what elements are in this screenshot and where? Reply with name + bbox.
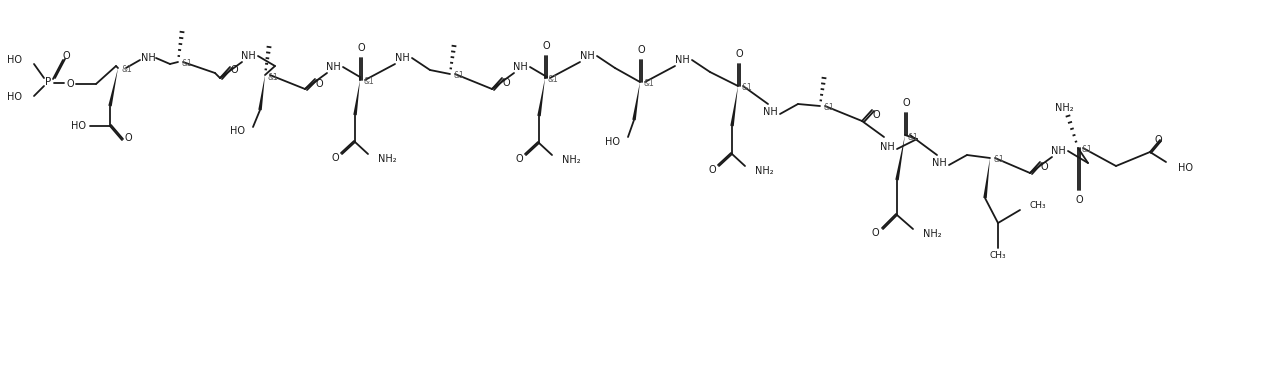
- Text: CH₃: CH₃: [1030, 202, 1047, 210]
- Polygon shape: [730, 86, 738, 126]
- Text: HO: HO: [230, 126, 245, 136]
- Text: &1: &1: [268, 72, 278, 82]
- Text: HO: HO: [606, 137, 620, 147]
- Text: NH: NH: [141, 53, 155, 63]
- Text: NH₂: NH₂: [562, 155, 581, 165]
- Text: O: O: [708, 165, 716, 175]
- Text: O: O: [331, 153, 339, 163]
- Text: NH: NH: [580, 51, 594, 61]
- Text: &1: &1: [643, 79, 654, 89]
- Text: NH₂: NH₂: [378, 154, 396, 164]
- Text: O: O: [871, 228, 879, 238]
- Polygon shape: [633, 82, 640, 120]
- Text: NH₂: NH₂: [922, 229, 942, 239]
- Text: O: O: [316, 79, 323, 89]
- Text: NH: NH: [880, 142, 894, 152]
- Text: O: O: [872, 110, 880, 120]
- Text: NH: NH: [675, 55, 689, 65]
- Text: &1: &1: [363, 78, 373, 86]
- Text: NH: NH: [395, 53, 409, 63]
- Text: O: O: [502, 78, 509, 88]
- Text: HO: HO: [6, 92, 22, 102]
- Text: &1: &1: [822, 104, 834, 112]
- Text: HO: HO: [71, 121, 86, 131]
- Text: HO: HO: [6, 55, 22, 65]
- Text: O: O: [1075, 195, 1083, 205]
- Text: NH: NH: [326, 62, 340, 72]
- Text: O: O: [902, 98, 910, 108]
- Text: NH₂: NH₂: [1055, 103, 1074, 113]
- Text: NH: NH: [931, 158, 947, 168]
- Text: &1: &1: [742, 83, 752, 93]
- Text: O: O: [230, 65, 237, 75]
- Text: O: O: [62, 51, 69, 61]
- Polygon shape: [896, 135, 905, 180]
- Text: O: O: [1155, 135, 1162, 145]
- Text: &1: &1: [908, 132, 919, 142]
- Text: &1: &1: [1082, 146, 1092, 154]
- Text: P: P: [45, 77, 51, 87]
- Text: O: O: [1041, 162, 1048, 172]
- Text: NH: NH: [1051, 146, 1065, 156]
- Text: HO: HO: [1178, 163, 1193, 173]
- Text: &1: &1: [453, 71, 463, 81]
- Text: NH: NH: [241, 51, 255, 61]
- Polygon shape: [258, 75, 266, 110]
- Text: &1: &1: [121, 66, 132, 75]
- Polygon shape: [983, 158, 990, 198]
- Text: O: O: [67, 79, 74, 89]
- Text: NH₂: NH₂: [754, 166, 774, 176]
- Polygon shape: [538, 78, 545, 116]
- Text: O: O: [735, 49, 743, 59]
- Text: O: O: [638, 45, 645, 55]
- Polygon shape: [108, 68, 118, 107]
- Text: O: O: [124, 133, 132, 143]
- Text: CH₃: CH₃: [989, 251, 1006, 261]
- Polygon shape: [353, 80, 361, 115]
- Text: O: O: [543, 41, 550, 51]
- Text: O: O: [357, 43, 364, 53]
- Text: &1: &1: [181, 60, 191, 68]
- Text: NH: NH: [513, 62, 527, 72]
- Text: NH: NH: [762, 107, 777, 117]
- Text: &1: &1: [548, 75, 559, 85]
- Text: O: O: [516, 154, 522, 164]
- Text: &1: &1: [993, 156, 1003, 164]
